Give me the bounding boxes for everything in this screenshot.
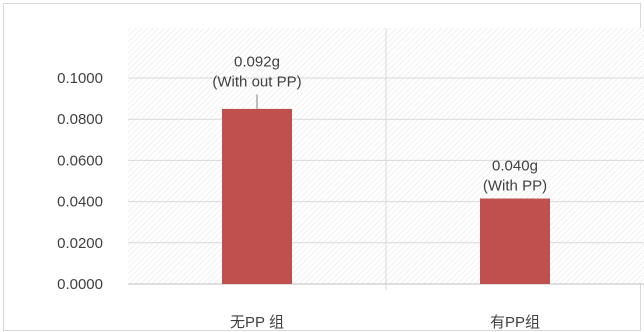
y-tick-label: 0.0200 xyxy=(57,235,103,252)
y-tick-label: 0.0800 xyxy=(57,111,103,128)
y-tick-label: 0.0000 xyxy=(57,276,103,293)
y-tick-label: 0.1000 xyxy=(57,70,103,87)
y-tick-label: 0.0400 xyxy=(57,194,103,211)
data-label: (With PP) xyxy=(483,178,547,195)
category-label: 有PP组 xyxy=(490,314,540,331)
bar xyxy=(222,108,292,285)
data-label: (With out PP) xyxy=(212,73,301,90)
y-tick-label: 0.0600 xyxy=(57,152,103,169)
data-label: 0.092g xyxy=(234,53,280,70)
bar xyxy=(480,198,550,284)
data-label: 0.040g xyxy=(492,158,538,175)
category-label: 无PP 组 xyxy=(230,314,284,331)
